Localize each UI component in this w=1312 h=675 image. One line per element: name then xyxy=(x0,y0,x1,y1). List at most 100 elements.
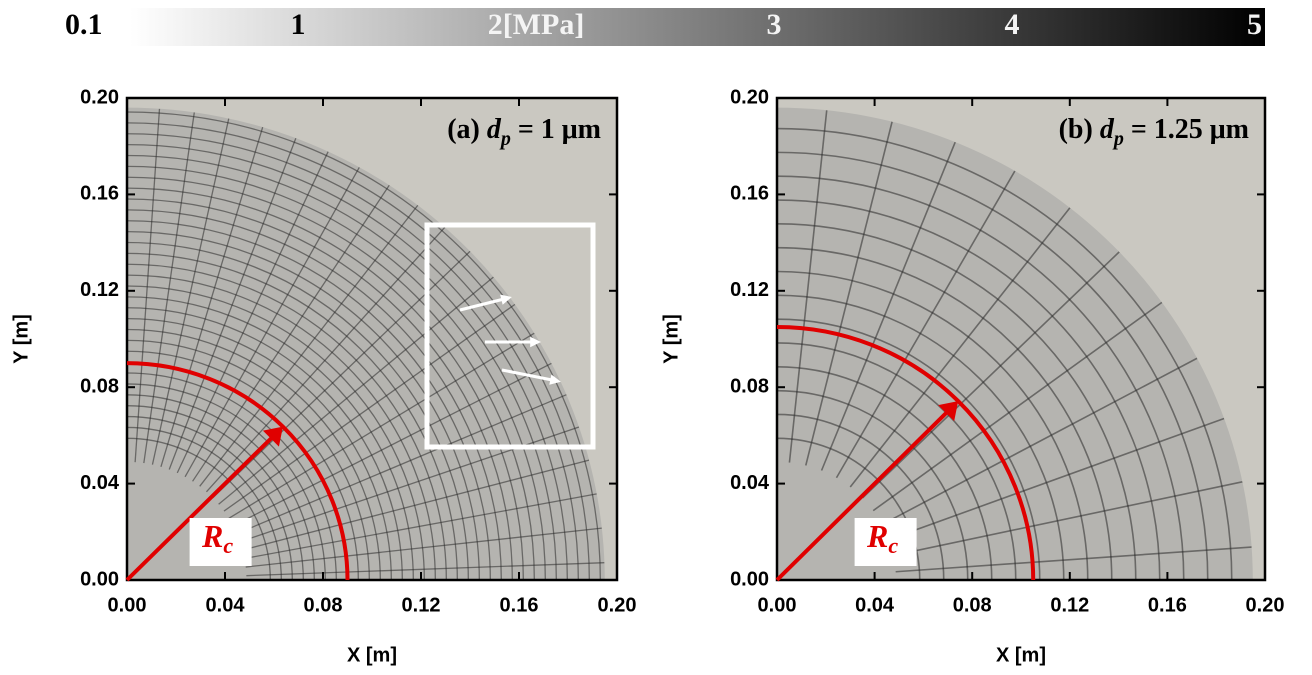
frame xyxy=(125,96,619,582)
cell-arc xyxy=(127,111,601,580)
cell-arc xyxy=(777,127,1233,580)
cell-arc xyxy=(127,133,579,580)
wave-arrowhead xyxy=(500,294,512,305)
radius-arrowhead xyxy=(938,401,959,422)
y-axis-label: Y [m] xyxy=(10,314,32,364)
cell-arc xyxy=(777,318,1041,580)
cell-line xyxy=(805,121,893,466)
panel-title: (a) dp = 1 μm xyxy=(447,114,601,149)
radius-arrow xyxy=(775,409,950,582)
y-tick-label: 0.12 xyxy=(730,279,769,301)
cell-line xyxy=(820,141,956,471)
cell-arc xyxy=(127,154,557,580)
zoom-box xyxy=(424,222,596,450)
cell-arc xyxy=(777,175,1185,580)
cell-arc xyxy=(777,246,1113,580)
cell-arc xyxy=(777,294,1065,580)
cell-pattern xyxy=(127,108,605,580)
colorbar-tick-label: 3 xyxy=(767,8,782,41)
colorbar xyxy=(130,8,1265,46)
y-tick-label: 0.00 xyxy=(80,568,119,590)
cell-arc xyxy=(127,296,414,580)
radius-label: Rc xyxy=(201,518,233,558)
x-tick-label: 0.16 xyxy=(500,594,539,616)
y-axis-label: Y [m] xyxy=(660,314,682,364)
y-tick-label: 0.00 xyxy=(730,568,769,590)
radius-label-box xyxy=(189,518,252,566)
cell-arc xyxy=(127,143,568,580)
radius-symbol: R xyxy=(201,518,223,554)
radius-label: Rc xyxy=(866,518,898,558)
cell-arc xyxy=(127,165,546,580)
x-tick-label: 0.04 xyxy=(206,594,246,616)
wave-arrowhead xyxy=(549,374,561,385)
x-tick-label: 0.00 xyxy=(108,594,147,616)
cell-arc xyxy=(127,176,535,580)
cell-line xyxy=(862,251,1120,499)
cell-arc xyxy=(127,122,590,580)
wave-arrow xyxy=(459,296,509,312)
cell-arc xyxy=(127,274,436,580)
wave-arrowhead xyxy=(530,336,541,348)
x-axis-label: X [m] xyxy=(347,644,397,666)
title-sub: p xyxy=(499,128,511,150)
title-sub: p xyxy=(1112,128,1124,150)
cell-line xyxy=(893,481,1243,557)
x-tick-label: 0.04 xyxy=(855,594,895,616)
x-tick-label: 0.12 xyxy=(402,594,441,616)
x-tick-label: 0.08 xyxy=(304,594,343,616)
x-tick-label: 0.20 xyxy=(1246,594,1285,616)
title-rest: = 1.25 μm xyxy=(1124,114,1249,145)
cell-arc xyxy=(127,285,425,580)
x-tick-label: 0.20 xyxy=(598,594,637,616)
y-tick-label: 0.20 xyxy=(80,86,119,108)
cell-arc xyxy=(127,187,524,580)
cell-arc xyxy=(127,241,469,580)
title-rest: = 1 μm xyxy=(511,114,601,145)
cell-pattern xyxy=(777,110,1252,580)
cell-line xyxy=(872,301,1163,512)
colorbar-tick-label: 2[MPa] xyxy=(488,8,585,41)
radius-arrowhead xyxy=(262,426,283,447)
cell-arc xyxy=(127,209,502,580)
cell-arc xyxy=(127,328,381,580)
cell-arc xyxy=(127,252,458,580)
cell-arc xyxy=(777,223,1137,580)
panel-title: (b) dp = 1.25 μm xyxy=(1059,114,1249,149)
radius-symbol: R xyxy=(866,518,888,554)
title-symbol: d xyxy=(487,114,502,145)
cell-arc xyxy=(127,220,491,580)
cell-arc xyxy=(777,199,1161,580)
cell-arc xyxy=(127,263,447,580)
colorbar-tick-label: 4 xyxy=(1005,8,1020,41)
cell-arc xyxy=(777,270,1089,580)
cell-arc xyxy=(127,198,513,580)
x-tick-label: 0.00 xyxy=(758,594,797,616)
y-tick-label: 0.16 xyxy=(80,183,119,205)
panel: 0.00 0.04 0.08 0.12 0.16 0.20 0.00 0.04 0.08 0.12… xyxy=(10,86,636,666)
radius-sub: c xyxy=(223,533,233,558)
y-tick-label: 0.12 xyxy=(80,279,119,301)
cell-arc xyxy=(127,339,370,580)
cell-line xyxy=(895,546,1252,573)
y-tick-label: 0.08 xyxy=(730,375,769,397)
cell-arc xyxy=(127,350,359,580)
radius-arrow xyxy=(125,435,275,582)
cell-line xyxy=(788,110,828,463)
wave-arrow xyxy=(501,368,558,383)
title-prefix: (b) xyxy=(1059,114,1100,145)
colorbar-tick-label: 0.1 xyxy=(65,8,103,41)
x-tick-label: 0.16 xyxy=(1148,594,1187,616)
y-tick-label: 0.20 xyxy=(730,86,769,108)
cell-line xyxy=(888,417,1225,541)
y-tick-label: 0.08 xyxy=(80,375,119,397)
colorbar-tick-label: 1 xyxy=(291,8,306,41)
radius-sub: c xyxy=(888,533,898,558)
cell-arc xyxy=(127,307,403,580)
cell-arc xyxy=(127,231,480,580)
frame xyxy=(775,96,1267,582)
radius-label-box xyxy=(854,518,917,566)
title-prefix: (a) xyxy=(447,114,487,145)
panel: 0.00 0.04 0.08 0.12 0.16 0.20 0.00 0.04 0.08 0.12… xyxy=(660,86,1284,666)
